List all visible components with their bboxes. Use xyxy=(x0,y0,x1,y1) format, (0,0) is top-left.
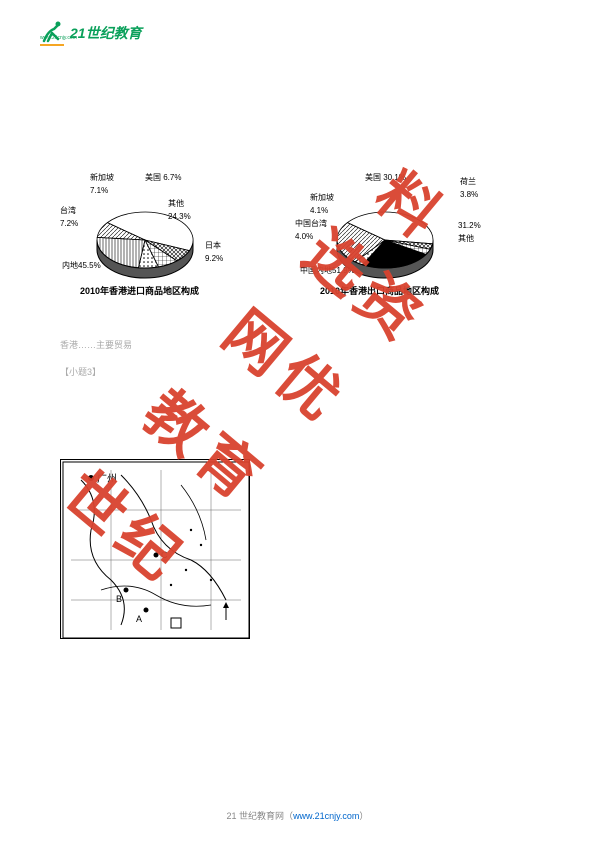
pie-slice-label: 31.2%其他 xyxy=(458,220,481,246)
svg-text:C: C xyxy=(161,550,168,560)
charts-row: 内地45.5% 台湾7.2% 新加坡7.1% 美国 6.7% 其他24.3% 日本9.2%… xyxy=(60,160,535,298)
logo: 21世纪教育 xyxy=(38,18,142,48)
svg-text:A: A xyxy=(136,614,142,624)
import-pie-chart: 内地45.5% 台湾7.2% 新加坡7.1% 美国 6.7% 其他24.3% 日本9.2%… xyxy=(60,160,260,298)
logo-subtext: www.21cnjy.com xyxy=(40,35,77,41)
pie-slice-label: 新加坡4.1% xyxy=(310,192,334,218)
map-label-city: 广州 xyxy=(97,473,117,485)
pie-slice-label: 中国内地51.9% xyxy=(300,265,355,278)
footer-url[interactable]: www.21cnjy.com xyxy=(293,811,359,821)
pie-slice-label: 荷兰3.8% xyxy=(460,176,478,202)
pie-slice-label: 美国 30.1% xyxy=(365,172,406,185)
pie-slice-label: 中国台湾4.0% xyxy=(295,218,327,244)
svg-text:B: B xyxy=(116,594,122,604)
page-content: 内地45.5% 台湾7.2% 新加坡7.1% 美国 6.7% 其他24.3% 日本9.2%… xyxy=(60,60,535,639)
footer-prefix: 21 世纪教育网（ xyxy=(227,811,294,821)
map-diagram: 广州 C B A xyxy=(60,459,250,639)
logo-runner-icon xyxy=(38,19,66,47)
pie-slice-label: 新加坡7.1% xyxy=(90,172,114,198)
footer-suffix: ） xyxy=(359,811,368,821)
pie-slice-label: 其他24.3% xyxy=(168,198,191,224)
pie-slice-label: 内地45.5% xyxy=(62,260,101,273)
export-pie-chart: 中国内地51.9%中国台湾4.0%新加坡4.1%美国 30.1%荷兰3.8%31… xyxy=(300,160,500,298)
pie-slice-label: 台湾7.2% xyxy=(60,205,78,231)
page-footer: 21 世纪教育网（www.21cnjy.com） xyxy=(0,809,595,822)
logo-text: 21世纪教育 xyxy=(70,23,142,43)
mid-text-1: 香港……主要贸易 xyxy=(60,338,535,352)
mid-text-2: 【小题3】 xyxy=(60,365,535,379)
pie-slice-label: 日本9.2% xyxy=(205,240,223,266)
pie-slice-label: 美国 6.7% xyxy=(145,172,181,185)
